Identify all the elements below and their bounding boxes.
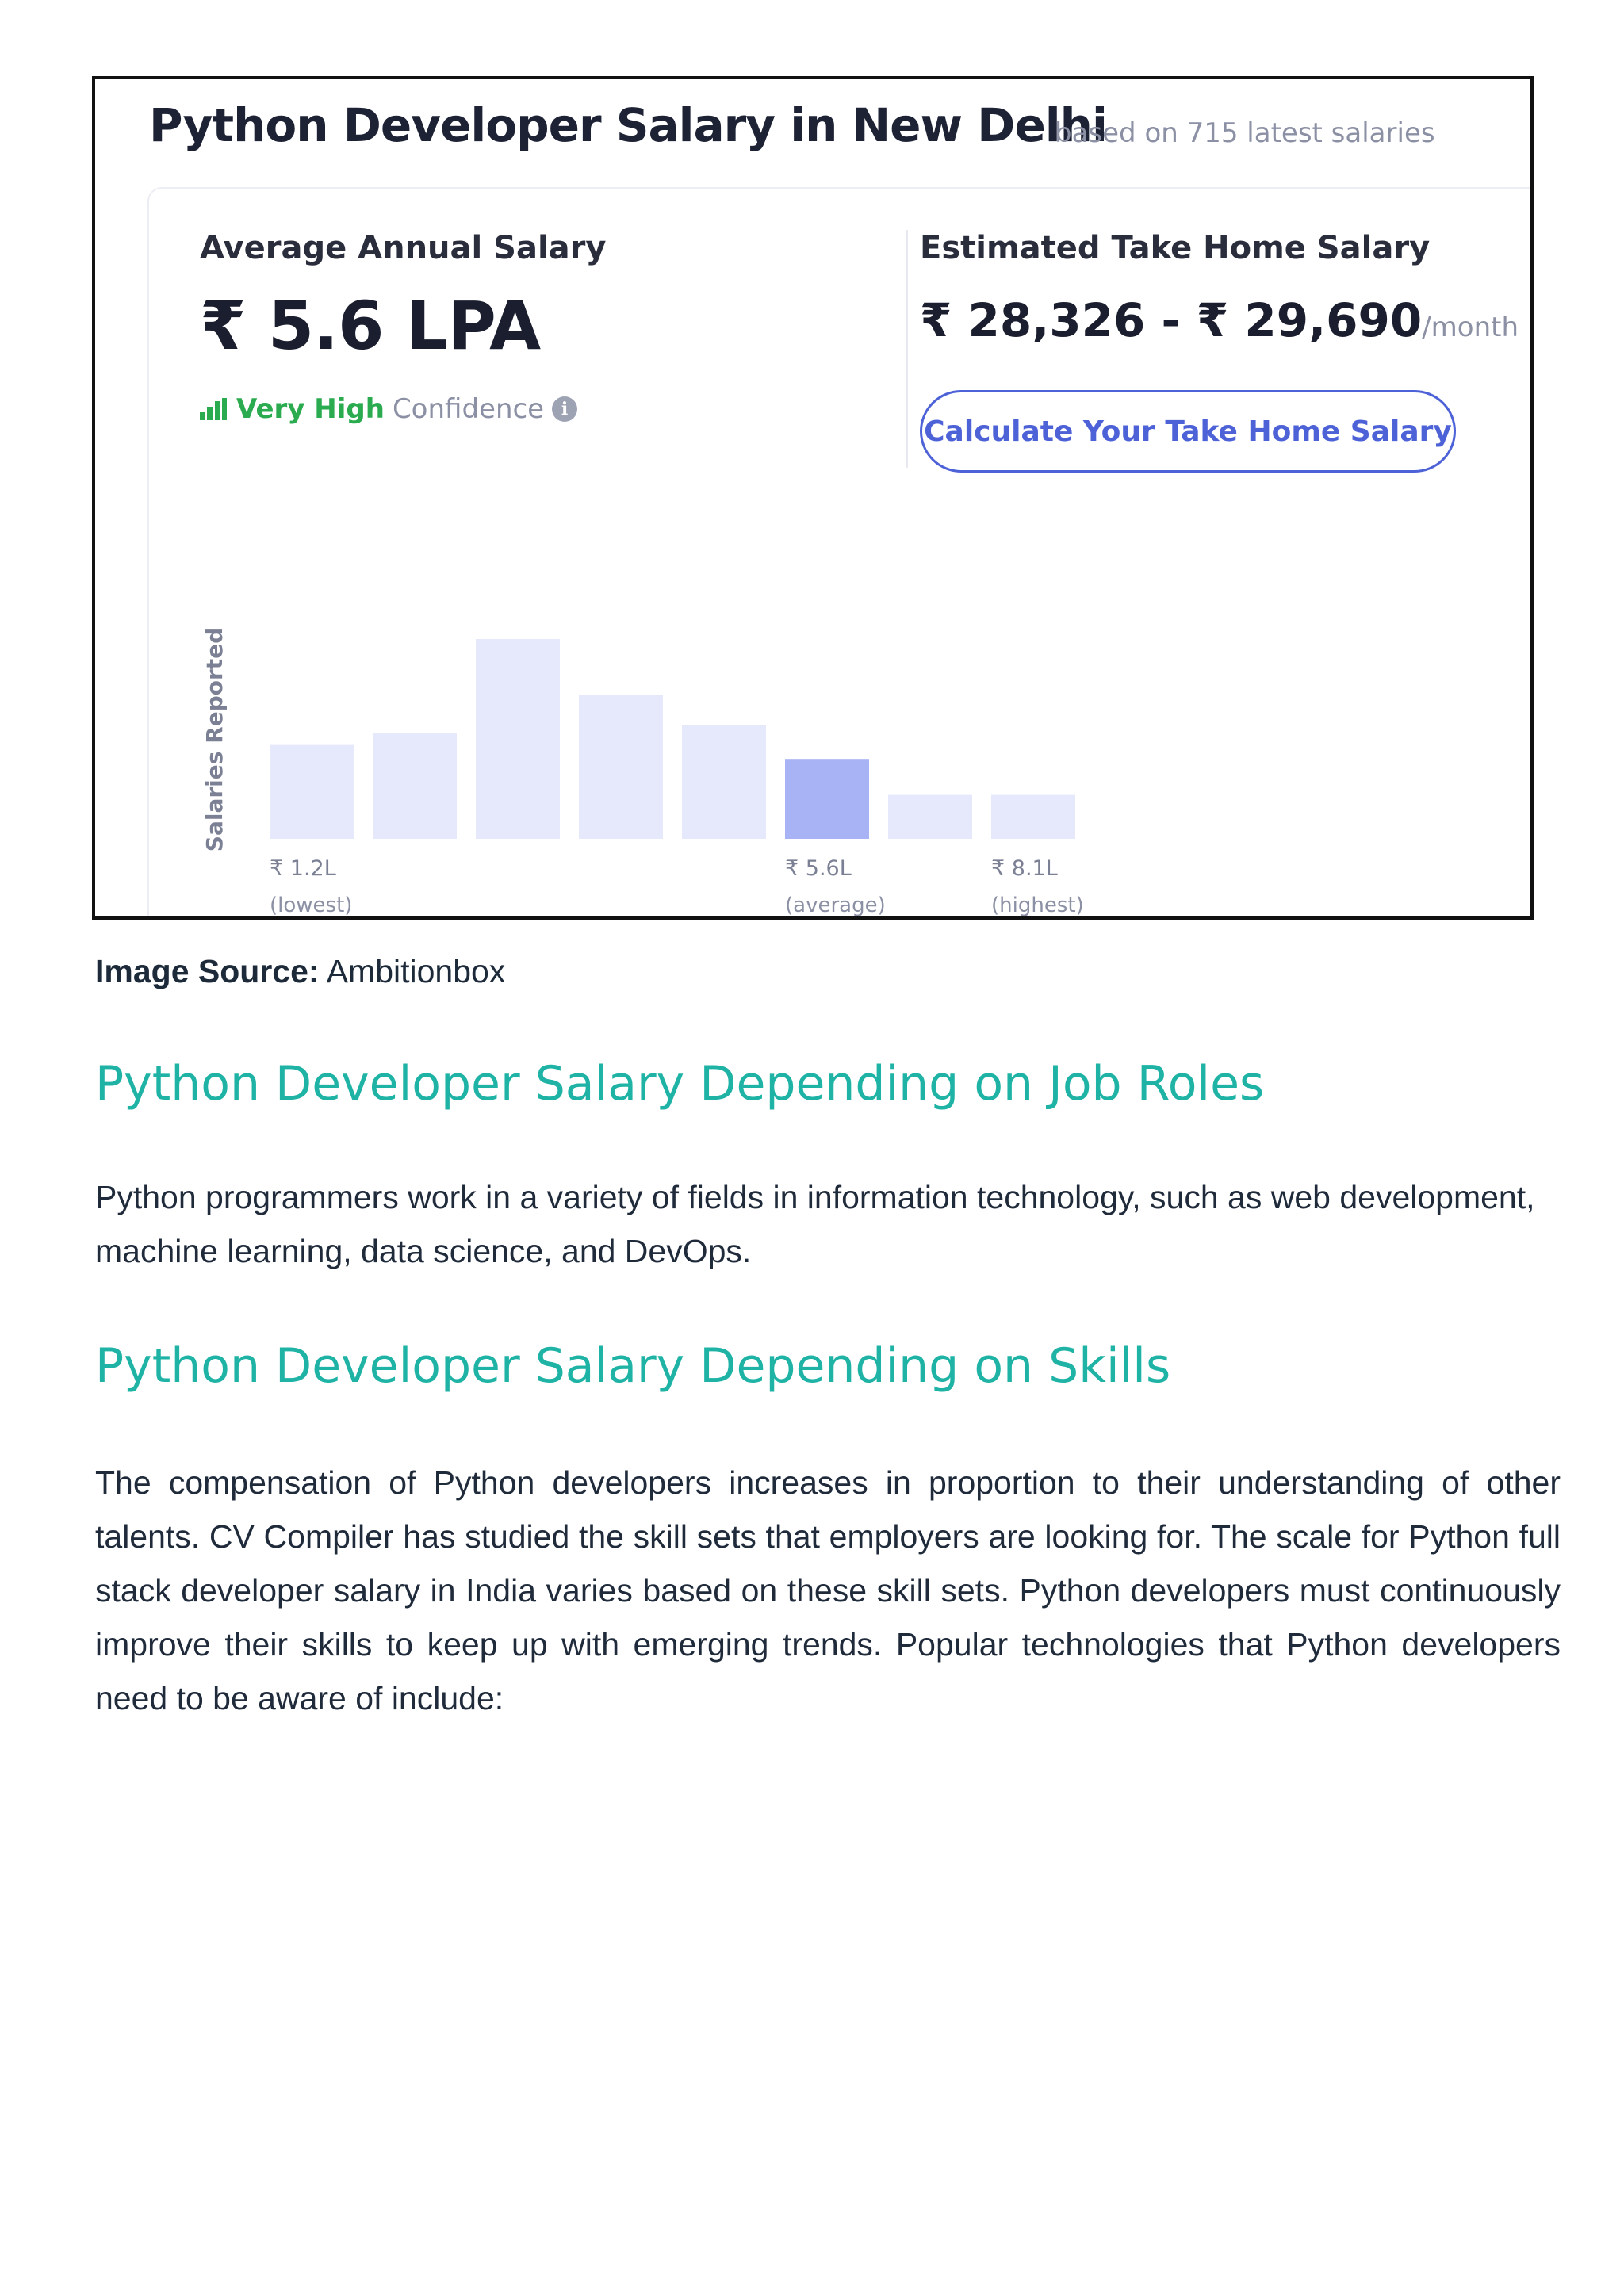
histogram-bar	[682, 725, 766, 839]
confidence-level: Very High	[236, 393, 385, 425]
tick-value-label: ₹ 5.6L	[785, 856, 852, 881]
histogram-bar	[579, 695, 663, 839]
confidence-indicator: Very High Confidence i	[200, 393, 578, 425]
calculate-take-home-button[interactable]: Calculate Your Take Home Salary	[920, 390, 1456, 473]
tick-note-label: (highest)	[991, 894, 1084, 917]
tick-value-label: ₹ 1.2L	[270, 856, 336, 881]
histogram-bar	[991, 794, 1075, 839]
paragraph-skills: The compensation of Python developers in…	[95, 1464, 1561, 1716]
take-home-range: ₹ 28,326 - ₹ 29,690	[920, 293, 1423, 347]
histogram-bar	[270, 744, 354, 839]
image-source: Image Source: Ambitionbox	[95, 953, 505, 990]
histogram-bar	[888, 794, 972, 839]
tick-value-label: ₹ 8.1L	[991, 856, 1058, 881]
image-source-label: Image Source:	[95, 953, 320, 989]
histogram-bar	[785, 759, 869, 839]
tick-note-label: (average)	[785, 894, 886, 917]
signal-bars-icon	[200, 398, 227, 420]
salary-figure: Python Developer Salary in New Delhi bas…	[92, 76, 1534, 920]
heading-skills: Python Developer Salary Depending on Ski…	[95, 1338, 1171, 1394]
histogram-bar	[476, 639, 560, 839]
confidence-label: Confidence	[392, 393, 545, 425]
average-salary-label: Average Annual Salary	[200, 230, 607, 266]
salary-distribution-chart: Salaries Reported ₹ 1.2L (lowest) ₹ 5.6L (av…	[201, 628, 1084, 917]
tick-note-label: (lowest)	[270, 894, 352, 917]
info-icon[interactable]: i	[552, 396, 578, 422]
y-axis-label: Salaries Reported	[201, 628, 228, 851]
histogram-bar	[373, 733, 457, 839]
heading-job-roles: Python Developer Salary Depending on Job…	[95, 1056, 1265, 1112]
average-salary-value: ₹ 5.6 LPA	[200, 287, 541, 365]
card-divider	[906, 230, 908, 468]
figure-subtitle: based on 715 latest salaries	[1055, 117, 1435, 149]
take-home-unit: /month	[1422, 312, 1519, 343]
paragraph-job-roles: Python programmers work in a variety of …	[95, 1179, 1535, 1269]
take-home-value: ₹ 28,326 - ₹ 29,690/month	[920, 293, 1519, 347]
take-home-label: Estimated Take Home Salary	[920, 230, 1431, 266]
figure-title: Python Developer Salary in New Delhi	[149, 98, 1108, 152]
image-source-value: Ambitionbox	[326, 953, 506, 989]
